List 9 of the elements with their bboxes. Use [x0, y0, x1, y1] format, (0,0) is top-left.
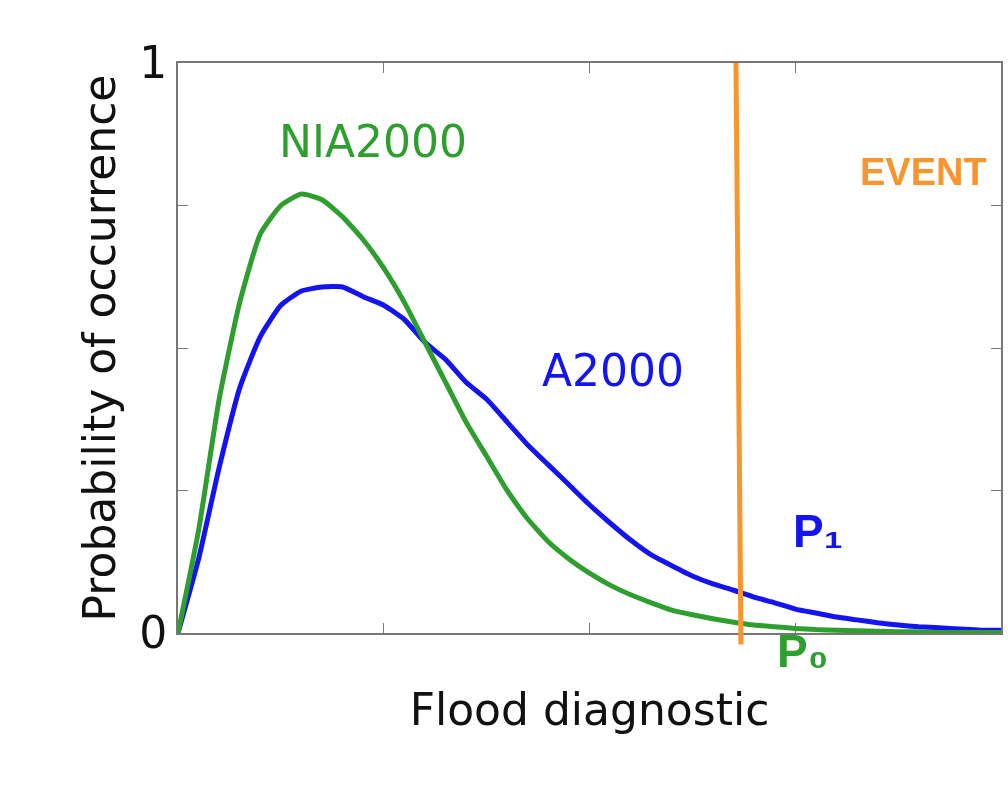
- annotation: P₁: [793, 505, 843, 557]
- annotation: P₀: [777, 625, 829, 677]
- y-tick-label: 1: [139, 37, 168, 89]
- y-axis-title: Probability of occurrence: [73, 74, 125, 622]
- annotation: EVENT: [860, 151, 987, 193]
- x-axis-title: Flood diagnostic: [409, 683, 770, 735]
- series-label: NIA2000: [279, 116, 467, 167]
- series-label: A2000: [542, 345, 685, 396]
- y-tick-label: 0: [139, 607, 168, 659]
